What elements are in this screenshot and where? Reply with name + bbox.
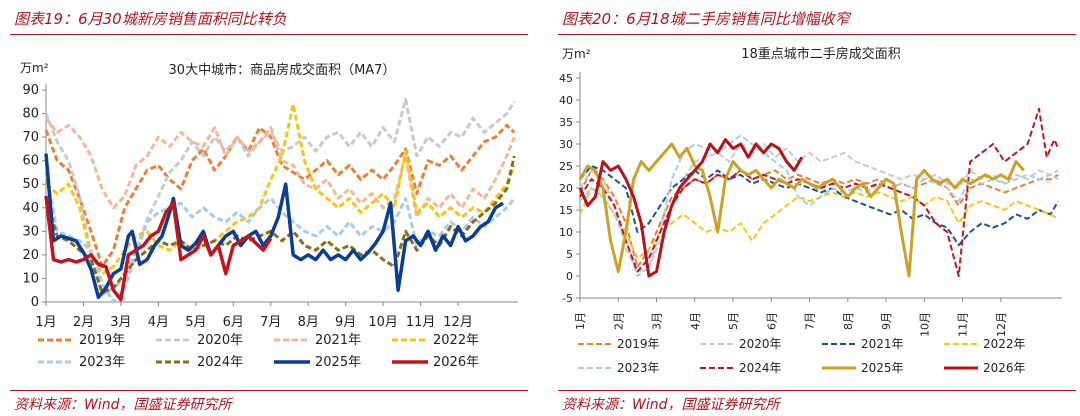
y-tick-label: 10 — [22, 271, 39, 286]
y-tick-label: 40 — [22, 201, 39, 216]
series-line-2026年 — [578, 138, 804, 278]
series-line-2019年 — [579, 169, 1059, 269]
legend-label: 2022年 — [983, 337, 1026, 351]
y-tick-label: 10 — [559, 226, 573, 239]
x-tick-label: 7月 — [260, 315, 281, 330]
x-tick-label: 6月 — [765, 312, 778, 330]
chart-panel-right: 图表20：6月18城二手房销售同比增幅收窄 18重点城市二手房成交面积 万m² -5… — [548, 0, 1080, 416]
series-line-2019年 — [44, 123, 516, 269]
x-tick-label: 8月 — [842, 312, 855, 330]
figure-title: 图表19：6月30城新房销售面积同比转负 — [14, 10, 287, 28]
chart-title: 18重点城市二手房成交面积 — [741, 46, 901, 62]
legend-label: 2026年 — [433, 355, 479, 370]
legend-label: 2022年 — [433, 333, 479, 348]
legend-label: 2023年 — [79, 355, 125, 370]
y-tick-label: 80 — [22, 107, 39, 122]
y-tick-label: 20 — [559, 182, 573, 195]
series-line-2024年 — [579, 107, 1060, 277]
series-line-2021年 — [579, 165, 1060, 247]
x-tick-label: 5月 — [185, 315, 206, 330]
legend-label: 2021年 — [315, 333, 361, 348]
source-note: 资料来源：Wind，国盛证券研究所 — [14, 397, 232, 413]
y-tick-label: 40 — [559, 94, 573, 107]
chart-panel-left: 图表19：6月30城新房销售面积同比转负 30大中城市：商品房成交面积（MA7）… — [0, 0, 532, 416]
y-tick-label: -5 — [562, 292, 573, 305]
chart-title: 30大中城市：商品房成交面积（MA7） — [169, 62, 396, 78]
x-tick-label: 12月 — [995, 312, 1008, 337]
series-line-2023年 — [44, 172, 516, 304]
title-rule — [10, 34, 528, 35]
x-tick-label: 10月 — [918, 312, 931, 337]
legend-label: 2020年 — [739, 337, 782, 351]
legend-label: 2026年 — [983, 361, 1026, 375]
series-line-2025年 — [44, 153, 504, 300]
source-note: 资料来源：Wind，国盛证券研究所 — [562, 397, 780, 413]
x-tick-label: 2月 — [73, 315, 94, 330]
x-tick-label: 5月 — [727, 312, 740, 330]
legend-label: 2019年 — [617, 337, 660, 351]
x-tick-label: 12月 — [443, 315, 473, 330]
x-tick-label: 7月 — [804, 312, 817, 330]
x-tick-label: 2月 — [612, 312, 625, 330]
x-tick-label: 4月 — [689, 312, 702, 330]
series-line-2023年 — [579, 134, 1059, 277]
x-tick-label: 9月 — [880, 312, 893, 330]
legend-label: 2023年 — [617, 361, 660, 375]
legend-label: 2025年 — [315, 355, 361, 370]
unit-label: 万m² — [562, 47, 591, 61]
legend-label: 2019年 — [79, 333, 125, 348]
series-line-2020年 — [579, 143, 1059, 273]
legend-label: 2021年 — [861, 337, 904, 351]
area-line-chart: 18重点城市二手房成交面积 万m² -5 0 5 10 15 20 25 30 35 40 45 1月 2月… — [559, 46, 1062, 375]
x-tick-label: 1月 — [35, 315, 56, 330]
series-line-2026年 — [44, 195, 273, 302]
x-tick-label: 11月 — [406, 315, 436, 330]
title-rule — [558, 34, 1076, 35]
unit-label: 万m² — [20, 61, 49, 75]
y-tick-label: 30 — [559, 138, 573, 151]
x-tick-label: 1月 — [574, 312, 587, 330]
x-tick-label: 10月 — [368, 315, 398, 330]
y-tick-label: 45 — [559, 72, 573, 85]
y-tick-label: 35 — [559, 116, 573, 129]
x-tick-label: 3月 — [110, 315, 131, 330]
y-tick-label: 0 — [566, 270, 573, 283]
y-tick-label: 30 — [22, 224, 39, 239]
series-line-2025年 — [578, 142, 1025, 278]
series-line-2020年 — [44, 97, 516, 297]
y-tick-label: 0 — [31, 295, 39, 310]
series-line-2022年 — [45, 102, 516, 276]
source-rule — [558, 390, 1076, 391]
y-tick-label: 60 — [22, 154, 39, 169]
y-tick-label: 20 — [22, 248, 39, 263]
legend-label: 2024年 — [739, 361, 782, 375]
x-tick-label: 9月 — [335, 315, 356, 330]
y-tick-label: 70 — [22, 130, 39, 145]
legend-label: 2025年 — [861, 361, 904, 375]
x-tick-label: 3月 — [651, 312, 664, 330]
y-tick-label: 50 — [22, 177, 39, 192]
area-line-chart: 30大中城市：商品房成交面积（MA7） 万m² 0 10 20 30 40 50 60 70 80 9… — [20, 61, 518, 370]
y-tick-label: 5 — [566, 248, 573, 261]
x-tick-label: 11月 — [957, 312, 970, 337]
legend-label: 2020年 — [197, 333, 243, 348]
legend-label: 2024年 — [197, 355, 243, 370]
x-tick-label: 4月 — [148, 315, 169, 330]
x-tick-label: 8月 — [298, 315, 319, 330]
source-rule — [10, 390, 528, 391]
y-tick-label: 25 — [559, 160, 573, 173]
x-tick-label: 6月 — [223, 315, 244, 330]
figure-title: 图表20：6月18城二手房销售同比增幅收窄 — [562, 10, 850, 28]
y-tick-label: 90 — [22, 83, 39, 98]
y-tick-label: 15 — [559, 204, 573, 217]
